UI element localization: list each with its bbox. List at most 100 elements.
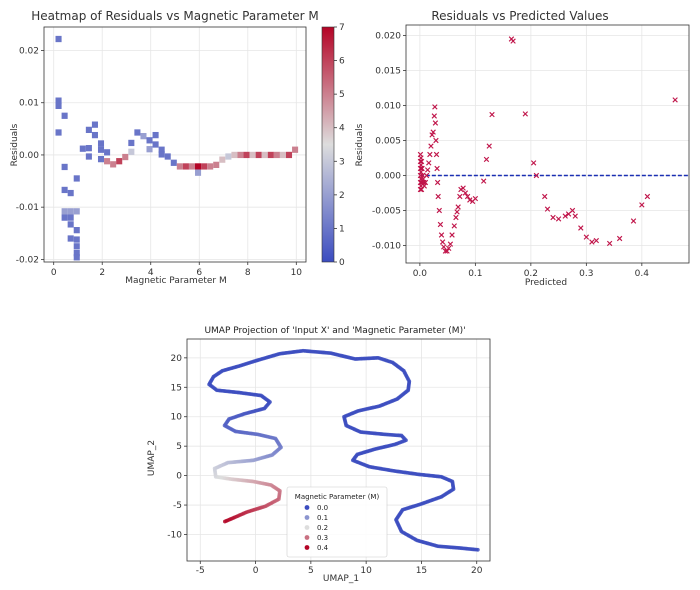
- heatmap-cell: [188, 163, 196, 170]
- scatter-point: [423, 172, 430, 179]
- scatter-point: [589, 239, 595, 245]
- scatter-point: [616, 235, 623, 242]
- heatmap-xtick: 6: [196, 268, 202, 278]
- heatmap-cell: [91, 131, 98, 139]
- heatmap-cell: [158, 146, 165, 153]
- colorbar-tick: 3: [339, 157, 345, 167]
- heatmap-cell: [201, 163, 208, 170]
- heatmap-cell: [122, 153, 129, 161]
- scatter-point: [421, 183, 428, 189]
- scatter-point: [444, 248, 450, 254]
- scatter-point: [428, 143, 434, 149]
- scatter-point: [446, 245, 452, 251]
- umap-ytick: -5: [173, 501, 182, 511]
- scatter-point: [457, 193, 463, 200]
- scatter-point: [480, 178, 487, 184]
- umap-ytick: 10: [171, 413, 183, 423]
- scatter-title: Residuals vs Predicted Values: [431, 9, 608, 23]
- scatter-point: [430, 129, 436, 135]
- colorbar-tick: 2: [339, 191, 345, 201]
- heatmap-cell: [158, 151, 165, 158]
- scatter-point: [522, 111, 528, 117]
- scatter-point: [472, 195, 479, 202]
- heatmap-cell: [61, 208, 68, 215]
- scatter-xlabel: Predicted: [525, 278, 567, 288]
- scatter-point: [555, 216, 562, 222]
- heatmap-cell: [73, 243, 80, 250]
- heatmap-chart: Heatmap of Residuals vs Magnetic Paramet…: [10, 9, 345, 286]
- scatter-point: [436, 207, 442, 214]
- heatmap-cell: [67, 214, 74, 221]
- scatter-ytick: -0.005: [372, 207, 401, 217]
- umap-ytick: 15: [171, 383, 182, 393]
- scatter-point: [533, 172, 540, 179]
- legend-marker: [304, 515, 310, 520]
- scatter-point: [454, 209, 460, 215]
- umap-ytick: 0: [176, 472, 182, 482]
- scatter-point: [438, 232, 445, 238]
- residuals-scatter-chart: Residuals vs Predicted Values Predicted …: [355, 9, 690, 288]
- legend-entry: 0.2: [317, 524, 328, 532]
- scatter-point: [578, 225, 584, 231]
- heatmap-cell: [267, 151, 274, 159]
- heatmap-cell: [61, 214, 68, 221]
- heatmap-cell: [91, 121, 98, 128]
- scatter-point: [489, 111, 495, 118]
- scatter-point: [441, 244, 447, 250]
- scatter-ytick: -0.010: [372, 242, 401, 252]
- heatmap-xtick: 4: [148, 268, 154, 278]
- heatmap-cell: [55, 102, 62, 109]
- heatmap-cell: [146, 146, 153, 153]
- heatmap-cell: [140, 133, 147, 140]
- heatmap-cell: [73, 254, 80, 261]
- scatter-point: [583, 234, 590, 240]
- heatmap-cell: [285, 151, 293, 159]
- scatter-xtick: 0.0: [413, 269, 428, 279]
- scatter-point: [427, 151, 433, 158]
- heatmap-ytick: 0.02: [19, 47, 39, 57]
- heatmap-cell: [255, 151, 262, 159]
- legend-marker: [304, 535, 310, 540]
- scatter-point: [439, 239, 446, 245]
- scatter-point: [447, 241, 454, 247]
- umap-ytick: -10: [167, 531, 182, 541]
- scatter-xtick: 0.1: [468, 269, 482, 279]
- heatmap-frame: [43, 26, 307, 263]
- scatter-ytick: 0.015: [375, 67, 401, 77]
- heatmap-cell: [85, 145, 92, 152]
- heatmap-cell: [225, 153, 232, 160]
- umap-ylabel: UMAP_2: [147, 440, 157, 476]
- umap-xtick: 15: [416, 566, 427, 576]
- heatmap-cell: [73, 208, 80, 215]
- heatmap-cell: [176, 163, 183, 170]
- scatter-point: [435, 193, 441, 200]
- heatmap-cell: [97, 140, 105, 147]
- scatter-point: [569, 207, 576, 214]
- scatter-point: [630, 218, 637, 224]
- scatter-point: [572, 213, 578, 219]
- scatter-point: [486, 143, 492, 149]
- heatmap-cell: [292, 146, 299, 153]
- heatmap-cell: [67, 235, 74, 242]
- heatmap-cell: [67, 208, 74, 215]
- umap-xtick: 10: [360, 566, 372, 576]
- scatter-point: [449, 232, 455, 238]
- heatmap-cell: [219, 156, 226, 163]
- scatter-point: [433, 151, 440, 158]
- heatmap-xlabel: Magnetic Parameter M: [125, 276, 227, 286]
- heatmap-cell: [152, 141, 159, 148]
- heatmap-ytick: -0.01: [16, 203, 39, 213]
- umap-xtick: 5: [308, 566, 314, 576]
- heatmap-cell: [55, 97, 62, 104]
- colorbar-tick: 6: [339, 57, 345, 67]
- heatmap-cell: [195, 169, 202, 176]
- heatmap-cell: [152, 131, 159, 139]
- scatter-xtick: 0.4: [635, 269, 650, 279]
- heatmap-cell: [85, 153, 92, 160]
- heatmap-cell: [237, 151, 244, 159]
- legend-entry: 0.1: [317, 514, 328, 522]
- heatmap-cell: [67, 189, 74, 197]
- umap-frame: [186, 338, 491, 562]
- umap-xtick: -5: [196, 566, 205, 576]
- scatter-ylabel: Residuals: [355, 123, 365, 166]
